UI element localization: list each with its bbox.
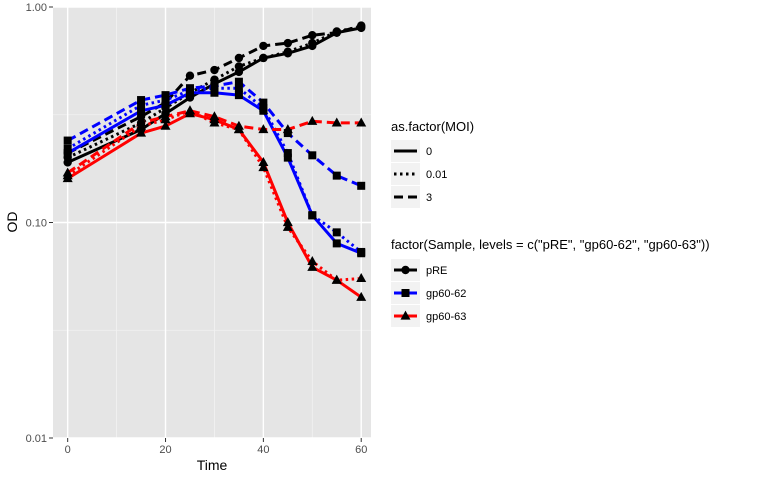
data-point bbox=[308, 38, 317, 48]
data-point bbox=[282, 217, 293, 227]
data-point bbox=[307, 261, 318, 271]
data-point bbox=[234, 53, 244, 63]
data-point bbox=[356, 117, 367, 127]
data-point bbox=[356, 291, 367, 301]
data-point bbox=[210, 65, 219, 75]
legend-moi-label: 3 bbox=[426, 192, 432, 204]
series-points bbox=[62, 21, 367, 301]
x-tick-label: 0 bbox=[65, 444, 71, 456]
x-tick-label: 40 bbox=[257, 444, 269, 456]
data-point bbox=[137, 101, 146, 110]
data-point bbox=[63, 144, 72, 153]
data-point bbox=[308, 151, 317, 160]
legend-key-bg bbox=[391, 163, 420, 185]
legend-sample: factor(Sample, levels = c("pRE", "gp60-6… bbox=[391, 237, 710, 327]
data-point bbox=[184, 105, 195, 115]
data-point bbox=[332, 239, 341, 248]
data-point bbox=[258, 124, 269, 134]
data-point bbox=[160, 111, 171, 121]
data-point bbox=[161, 96, 170, 105]
y-tick-label: 0.01 bbox=[26, 433, 47, 445]
legend-moi-title: as.factor(MOI) bbox=[391, 119, 474, 134]
legend-moi-label: 0.01 bbox=[426, 169, 447, 181]
data-point bbox=[161, 101, 170, 110]
x-tick-label: 60 bbox=[355, 444, 367, 456]
data-point bbox=[63, 136, 72, 145]
y-axis: 0.01 0.10 1.00 bbox=[26, 2, 53, 445]
data-point bbox=[63, 149, 72, 158]
x-axis: 0 20 40 60 bbox=[65, 438, 367, 456]
y-axis-title: OD bbox=[4, 212, 20, 233]
data-point bbox=[185, 71, 195, 80]
legend-key-marker bbox=[400, 310, 411, 320]
data-point bbox=[137, 106, 146, 115]
data-point bbox=[234, 62, 244, 71]
data-point bbox=[308, 211, 317, 220]
data-point bbox=[308, 30, 317, 40]
legend-sample-label: pRE bbox=[426, 265, 447, 277]
data-point bbox=[259, 98, 268, 107]
data-point bbox=[259, 41, 268, 51]
data-point bbox=[233, 120, 244, 130]
legend-sample-label: gp60-62 bbox=[426, 288, 466, 300]
data-point bbox=[283, 38, 293, 48]
data-point bbox=[234, 91, 243, 100]
legend-key-marker bbox=[401, 265, 410, 275]
data-point bbox=[259, 103, 268, 112]
y-tick-label: 0.10 bbox=[26, 218, 47, 230]
data-point bbox=[161, 91, 170, 100]
data-point bbox=[282, 221, 293, 231]
legend-moi: as.factor(MOI) 0 0.01 3 bbox=[391, 119, 474, 208]
legend-moi-label: 0 bbox=[426, 146, 432, 158]
data-point bbox=[258, 162, 269, 172]
data-point bbox=[331, 117, 342, 127]
data-point bbox=[210, 88, 219, 97]
data-point bbox=[234, 84, 243, 93]
data-point bbox=[332, 28, 341, 37]
data-point bbox=[209, 111, 220, 121]
data-point bbox=[62, 167, 73, 177]
data-point bbox=[331, 274, 342, 284]
x-axis-title: Time bbox=[197, 457, 228, 473]
data-point bbox=[185, 84, 194, 93]
legend-sample-title: factor(Sample, levels = c("pRE", "gp60-6… bbox=[391, 237, 710, 252]
x-tick-label: 20 bbox=[159, 444, 171, 456]
data-point bbox=[282, 124, 293, 134]
data-point bbox=[136, 127, 147, 137]
data-point bbox=[209, 117, 220, 127]
data-point bbox=[357, 21, 366, 30]
data-point bbox=[283, 47, 293, 56]
data-point bbox=[258, 157, 269, 167]
data-point bbox=[259, 53, 268, 63]
data-point bbox=[307, 115, 318, 125]
data-point bbox=[160, 120, 171, 130]
data-point bbox=[283, 149, 292, 158]
y-tick-label: 1.00 bbox=[26, 2, 47, 14]
data-point bbox=[210, 81, 219, 90]
data-point bbox=[136, 117, 147, 127]
data-point bbox=[332, 228, 341, 237]
data-point bbox=[283, 153, 292, 162]
data-point bbox=[234, 77, 243, 86]
data-point bbox=[137, 96, 146, 105]
legend-key-bg bbox=[391, 186, 420, 208]
data-point bbox=[307, 255, 318, 265]
data-point bbox=[210, 75, 219, 84]
data-point bbox=[357, 181, 366, 190]
legend-key-marker bbox=[401, 289, 410, 297]
legend-sample-label: gp60-63 bbox=[426, 311, 466, 323]
data-point bbox=[357, 247, 366, 256]
data-point bbox=[356, 273, 367, 283]
data-point bbox=[332, 171, 341, 180]
